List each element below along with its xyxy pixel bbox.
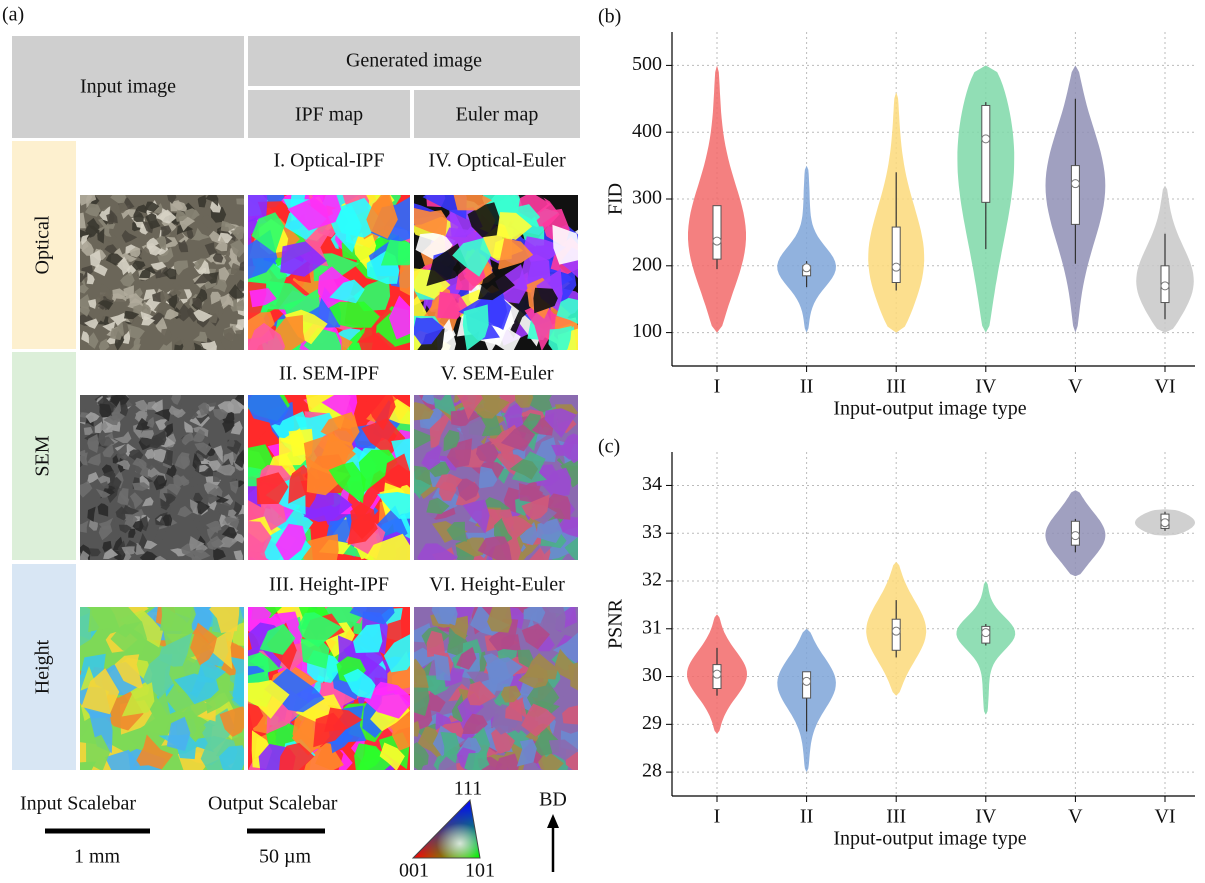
- header-text: Input image: [80, 76, 176, 98]
- median: [1161, 519, 1169, 527]
- direction-arrow: [547, 814, 559, 828]
- grain: [545, 599, 565, 632]
- y-tick-label: 34: [642, 473, 662, 495]
- violin: [688, 65, 746, 332]
- row-label: Optical: [32, 215, 54, 274]
- micrograph: [222, 582, 426, 791]
- median: [803, 677, 811, 685]
- y-axis-label: FID: [605, 183, 627, 215]
- box: [1071, 166, 1079, 225]
- x-tick-label: II: [800, 806, 813, 828]
- x-tick-label: III: [886, 806, 906, 828]
- median: [713, 670, 721, 678]
- y-tick-label: 32: [642, 569, 662, 591]
- median: [982, 135, 990, 143]
- micrograph: [397, 596, 598, 783]
- median: [982, 629, 990, 637]
- grain: [548, 326, 571, 359]
- median: [713, 237, 721, 245]
- x-tick-label: V: [1068, 806, 1083, 828]
- x-tick-label: VI: [1154, 376, 1175, 398]
- x-tick-label: IV: [975, 806, 997, 828]
- row-label: Height: [32, 639, 54, 694]
- median: [892, 263, 900, 271]
- scalebar-length: 50 µm: [259, 846, 312, 868]
- micrograph: [222, 173, 428, 378]
- y-tick-label: 28: [642, 760, 662, 782]
- image-caption: V. SEM-Euler: [441, 363, 554, 385]
- x-tick-label: IV: [975, 376, 997, 398]
- row-label: SEM: [32, 435, 54, 476]
- y-tick-label: 400: [632, 120, 662, 142]
- y-tick-label: 300: [632, 187, 662, 209]
- x-axis-label: Input-output image type: [833, 828, 1026, 850]
- grain: [487, 601, 512, 633]
- micrograph: [224, 377, 430, 589]
- scalebar-length: 1 mm: [74, 846, 121, 868]
- x-axis-label: Input-output image type: [833, 398, 1026, 420]
- grain: [160, 599, 196, 632]
- median: [1071, 180, 1079, 188]
- triangle-label: 101: [465, 860, 495, 882]
- x-tick-label: VI: [1154, 806, 1175, 828]
- box: [713, 206, 721, 259]
- header-text: Generated image: [346, 50, 482, 72]
- panel-label: (b): [598, 6, 621, 28]
- chart: (b) FID Input-output image type 100 200 300 40…: [598, 6, 1195, 420]
- header-text: Euler map: [456, 104, 539, 126]
- figure: (a) Input image Generated image IPF map …: [0, 0, 1205, 883]
- chart: (c) PSNR Input-output image type 28 29 30 31 32…: [598, 436, 1195, 850]
- x-tick-label: II: [800, 376, 813, 398]
- box: [892, 227, 900, 282]
- scalebar-title: Output Scalebar: [208, 793, 338, 815]
- y-tick-label: 200: [632, 253, 662, 275]
- ipf-triangle: [413, 800, 480, 858]
- scalebar-title: Input Scalebar: [20, 793, 136, 815]
- image-caption: VI. Height-Euler: [429, 574, 565, 596]
- x-tick-label: III: [886, 376, 906, 398]
- median: [1071, 532, 1079, 540]
- header-text: IPF map: [295, 104, 363, 126]
- panel-label: (a): [2, 4, 24, 26]
- image-caption: I. Optical-IPF: [273, 150, 384, 172]
- y-tick-label: 29: [642, 712, 662, 734]
- box: [982, 105, 990, 202]
- charts: (b) FID Input-output image type 100 200 300 40…: [598, 6, 1195, 850]
- y-tick-label: 31: [642, 616, 662, 638]
- violin: [956, 581, 1015, 715]
- triangle-label: 001: [399, 860, 429, 882]
- x-tick-label: I: [714, 806, 721, 828]
- image-caption: III. Height-IPF: [269, 574, 389, 596]
- micrograph: [392, 178, 605, 372]
- median: [892, 627, 900, 635]
- micrograph: [63, 595, 260, 790]
- image-caption: IV. Optical-Euler: [428, 150, 566, 172]
- triangle-label: 111: [454, 778, 483, 800]
- micrograph: [72, 188, 256, 358]
- median: [1161, 282, 1169, 290]
- x-tick-label: V: [1068, 376, 1083, 398]
- y-axis-label: PSNR: [605, 598, 627, 649]
- x-tick-label: I: [714, 376, 721, 398]
- micrograph: [403, 377, 594, 575]
- direction-label: BD: [539, 789, 567, 811]
- y-tick-label: 500: [632, 53, 662, 75]
- median: [803, 264, 811, 272]
- violin: [777, 166, 836, 333]
- grain: [236, 198, 248, 204]
- y-tick-label: 33: [642, 521, 662, 543]
- panel-label: (c): [598, 436, 620, 458]
- micrograph: [73, 387, 251, 570]
- image-caption: II. SEM-IPF: [279, 363, 379, 385]
- image-grid: [63, 173, 605, 790]
- y-tick-label: 30: [642, 664, 662, 686]
- y-tick-label: 100: [632, 320, 662, 342]
